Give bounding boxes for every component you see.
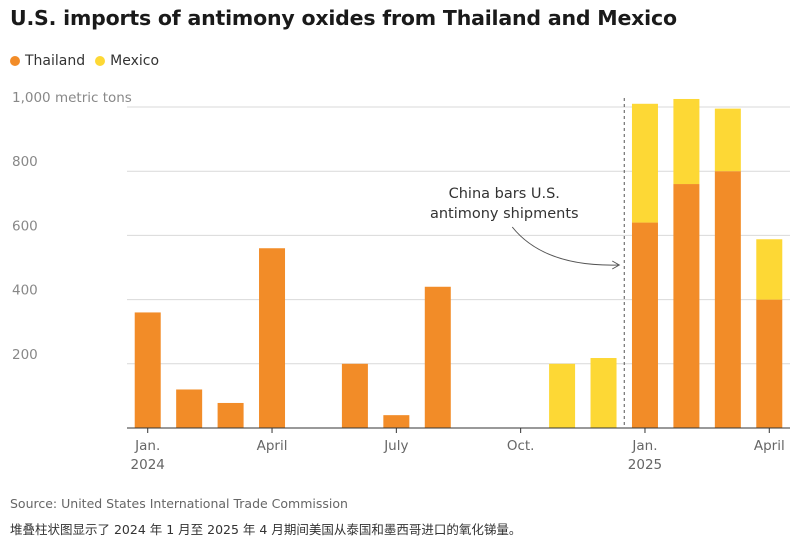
x-tick-label: Jan. [134,438,160,454]
bar-thailand [714,171,741,428]
x-tick-label: Jan. [631,438,657,454]
bar-mexico [673,98,700,185]
y-tick-label: 800 [12,154,38,170]
legend-swatch-thailand [10,56,20,66]
x-tick-label: July [383,438,408,454]
y-tick-label: 200 [12,347,38,363]
bar-mexico [590,358,617,428]
bar-thailand [424,286,451,428]
annotation-text: antimony shipments [430,206,579,222]
bar-mexico [756,239,783,300]
bar-mexico [714,108,741,172]
y-tick-label: 600 [12,218,38,234]
legend-swatch-mexico [95,56,106,66]
bar-thailand [383,415,410,428]
x-tick-label: April [754,438,785,454]
bar-thailand [176,389,203,428]
bar-thailand [217,402,244,428]
bar-thailand [756,299,783,428]
x-tick-label-year: 2024 [131,457,165,473]
annotation-text: China bars U.S. [449,186,560,202]
source-note: Source: United States International Trad… [10,496,348,511]
bar-mexico [549,363,576,428]
bar-mexico [631,103,658,223]
bar-thailand [631,222,658,428]
bar-thailand [673,184,700,428]
annotation-arrowhead [612,260,621,270]
y-tick-label: 1,000 metric tons [12,90,132,106]
legend-label-thailand: Thailand [25,53,86,69]
bar-thailand [259,248,286,428]
annotation-arrow [511,226,619,266]
x-tick-label: Oct. [507,438,535,454]
legend-item-mexico: Mexico [95,53,159,69]
legend-item-thailand: Thailand [10,53,85,69]
bar-thailand [134,312,161,428]
chart-title: U.S. imports of antimony oxides from Tha… [10,6,677,30]
chart-description: 堆叠柱状图显示了 2024 年 1 月至 2025 年 4 月期间美国从泰国和墨… [10,522,522,537]
x-tick-label: April [257,438,288,454]
bar-thailand [341,363,368,428]
y-tick-label: 400 [12,283,38,299]
x-tick-label-year: 2025 [628,457,662,473]
legend: Thailand Mexico [10,53,169,69]
legend-label-mexico: Mexico [110,53,160,69]
